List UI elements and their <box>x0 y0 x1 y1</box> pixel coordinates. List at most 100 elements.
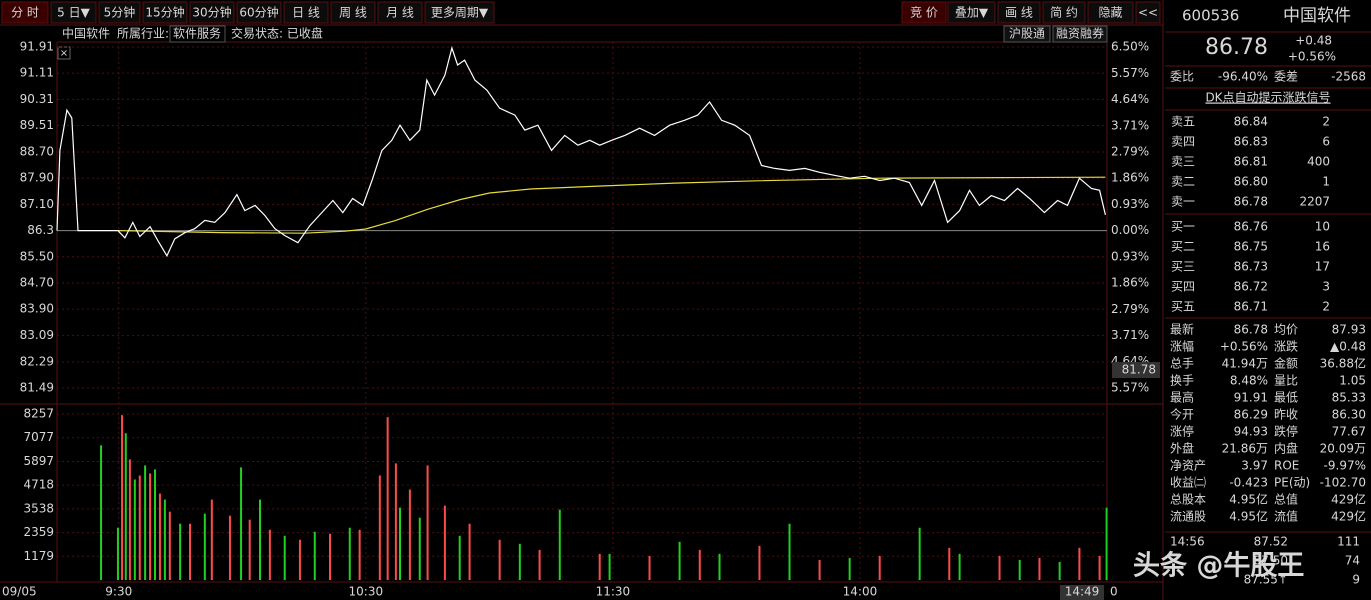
toolbar-label[interactable]: 5 日▼ <box>57 6 90 20</box>
volume-bar <box>329 533 331 580</box>
header-button[interactable] <box>1052 25 1108 43</box>
stat-value: 1.05 <box>1339 374 1366 388</box>
book-label: 买一 <box>1171 220 1195 234</box>
toolbar-label[interactable]: 周 线 <box>339 6 367 20</box>
toolbar-button[interactable] <box>424 1 495 24</box>
book-label: 买三 <box>1171 260 1195 274</box>
toolbar-label[interactable]: 5分钟 <box>104 5 136 20</box>
volume-bar <box>648 555 651 580</box>
stat-label: 换手 <box>1170 374 1194 388</box>
volume-tick-label: 8257 <box>23 407 54 421</box>
y2-tick-label: 3.71% <box>1111 328 1149 342</box>
tick-volume: 9 <box>1352 573 1360 587</box>
stat-label: PE(动) <box>1274 476 1310 490</box>
toolbar-button[interactable] <box>330 1 376 24</box>
toolbar-button[interactable] <box>997 1 1041 24</box>
volume-bar <box>818 559 821 580</box>
diff-label: 委差 <box>1274 70 1298 84</box>
volume-bar <box>458 535 461 580</box>
stat-value: +0.56% <box>1220 340 1268 354</box>
toolbar-button[interactable] <box>1135 1 1161 24</box>
price-change-pct: +0.56% <box>1288 50 1336 64</box>
toolbar-button[interactable] <box>901 1 947 24</box>
book-volume: 1 <box>1322 175 1330 189</box>
book-volume: 3 <box>1322 280 1330 294</box>
volume-tick-label: 2359 <box>23 525 54 539</box>
toolbar-button[interactable] <box>189 1 235 24</box>
volume-bar <box>1105 507 1108 580</box>
toolbar-label[interactable]: 月 线 <box>386 6 414 20</box>
volume-bar <box>179 523 182 580</box>
y-tick-label: 84.70 <box>20 275 54 289</box>
toolbar-button[interactable] <box>283 1 329 24</box>
y-tick-label: 82.29 <box>20 354 54 368</box>
toolbar-label[interactable]: 画 线 <box>1005 6 1033 20</box>
trade-status: 交易状态: 已收盘 <box>231 26 323 41</box>
y-tick-label: 83.09 <box>20 328 54 342</box>
stat-label: 总值 <box>1274 492 1298 507</box>
header-button-label[interactable]: 沪股通 <box>1009 27 1045 41</box>
toolbar-label[interactable]: 简 约 <box>1050 5 1078 20</box>
volume-bar <box>1098 555 1101 580</box>
toolbar-button[interactable] <box>1 1 49 24</box>
volume-tick-label: 5897 <box>23 454 54 468</box>
toolbar-label[interactable]: 30分钟 <box>192 5 231 20</box>
toolbar-label[interactable]: 竞 价 <box>910 6 938 20</box>
toolbar-button[interactable] <box>50 1 97 24</box>
volume-bar <box>848 557 851 580</box>
toolbar-button[interactable] <box>947 1 996 24</box>
stat-label: 跌停 <box>1274 424 1298 439</box>
price-line <box>56 45 1106 258</box>
toolbar-label[interactable]: 日 线 <box>292 6 320 20</box>
volume-bar <box>1078 547 1081 580</box>
tick-price: 87.50 <box>1254 554 1288 568</box>
stat-label: 今开 <box>1170 407 1194 422</box>
toolbar-label[interactable]: 60分钟 <box>239 5 278 20</box>
signal-title[interactable]: DK点自动提示涨跌信号 <box>1205 90 1330 105</box>
volume-bar <box>154 469 156 580</box>
volume-bar <box>408 489 411 580</box>
tick-time: 14:56 <box>1170 535 1205 549</box>
toolbar-label[interactable]: 分 时 <box>11 6 39 20</box>
y-tick-label: 86.3 <box>27 223 54 237</box>
watermark: 头条 @牛股王 <box>1133 551 1304 582</box>
stat-label: 昨收 <box>1274 408 1298 422</box>
toolbar-label[interactable]: << <box>1138 6 1158 20</box>
toolbar-label[interactable]: 更多周期▼ <box>431 6 489 20</box>
date-label: 09/05 <box>2 585 37 599</box>
volume-bar <box>189 523 191 580</box>
volume-bar <box>878 555 881 580</box>
y2-tick-label: 4.64% <box>1111 92 1149 106</box>
header-button-label[interactable]: 融资融券 <box>1056 26 1104 41</box>
y2-tick-label: 2.79% <box>1111 302 1149 316</box>
toolbar-button[interactable] <box>142 1 188 24</box>
book-volume: 16 <box>1315 240 1330 254</box>
book-label: 买四 <box>1171 280 1195 294</box>
stat-label: 涨停 <box>1170 424 1194 439</box>
header-button[interactable] <box>1003 25 1051 43</box>
volume-bar <box>259 499 261 580</box>
toolbar-button[interactable] <box>1087 1 1134 24</box>
volume-bar <box>248 519 251 580</box>
volume-bar <box>399 507 401 580</box>
toolbar-label[interactable]: 叠加▼ <box>955 6 989 20</box>
toolbar-label[interactable]: 隐藏 <box>1098 6 1122 20</box>
close-icon[interactable]: × <box>60 48 68 59</box>
toolbar-button[interactable] <box>377 1 423 24</box>
stat-label: 涨幅 <box>1170 339 1194 354</box>
book-volume: 2207 <box>1299 195 1330 209</box>
toolbar-button[interactable] <box>98 1 141 24</box>
average-line <box>117 176 1106 234</box>
toolbar-button[interactable] <box>1042 1 1086 24</box>
volume-bar <box>443 505 446 580</box>
industry-box <box>169 25 226 43</box>
volume-tick-label: 1179 <box>23 549 54 563</box>
stat-value: 8.48% <box>1230 374 1268 388</box>
stat-label: 涨跌 <box>1274 339 1298 354</box>
toolbar-label[interactable]: 15分钟 <box>145 5 184 20</box>
stat-value: 36.88亿 <box>1320 356 1366 371</box>
toolbar-button[interactable] <box>236 1 282 24</box>
volume-tick-label: 3538 <box>23 501 54 515</box>
